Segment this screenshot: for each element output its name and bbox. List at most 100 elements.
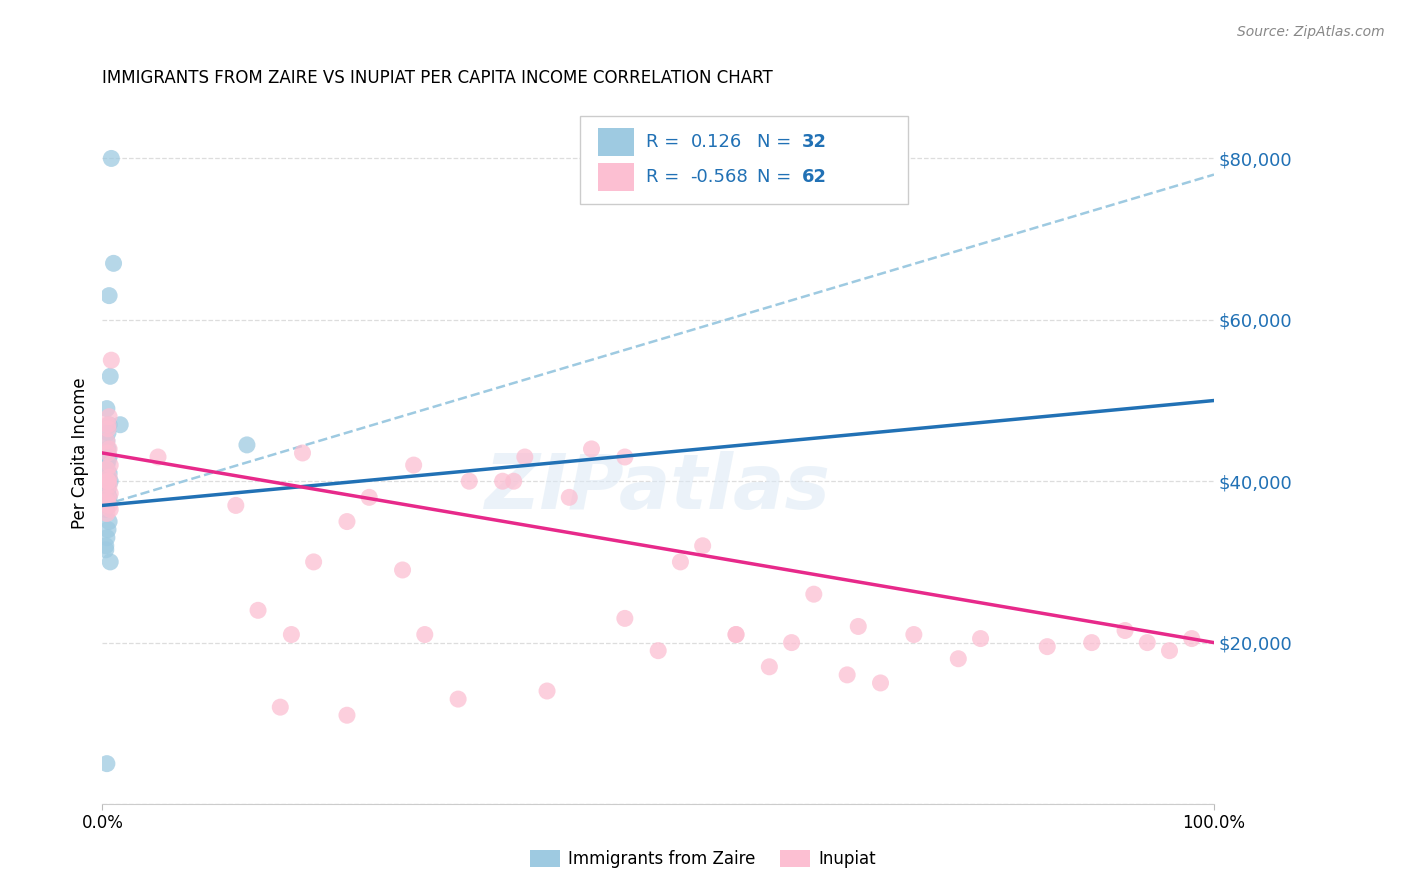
Point — [502, 474, 524, 488]
Point — [402, 458, 425, 472]
Point — [96, 756, 118, 771]
Text: ZIPatlas: ZIPatlas — [485, 451, 831, 525]
FancyBboxPatch shape — [581, 116, 908, 203]
Point — [97, 454, 120, 468]
Point — [558, 491, 581, 505]
Point — [291, 446, 314, 460]
Point — [94, 542, 117, 557]
Point — [1136, 635, 1159, 649]
Text: 32: 32 — [801, 133, 827, 151]
Point — [613, 611, 636, 625]
Point — [94, 539, 117, 553]
Point — [97, 494, 120, 508]
Point — [491, 474, 513, 488]
Point — [1181, 632, 1204, 646]
Point — [758, 660, 780, 674]
Point — [97, 483, 120, 497]
Point — [513, 450, 536, 464]
Legend: Immigrants from Zaire, Inupiat: Immigrants from Zaire, Inupiat — [523, 843, 883, 875]
Text: 62: 62 — [801, 168, 827, 186]
FancyBboxPatch shape — [598, 128, 634, 156]
Point — [447, 692, 470, 706]
Point — [869, 676, 891, 690]
Point — [94, 502, 117, 516]
Point — [98, 442, 121, 456]
Point — [846, 619, 869, 633]
Point — [1036, 640, 1059, 654]
Point — [98, 502, 121, 516]
Point — [103, 256, 125, 270]
Point — [97, 442, 120, 456]
Point — [413, 627, 436, 641]
Point — [97, 491, 120, 505]
Point — [97, 422, 120, 436]
Point — [97, 417, 120, 432]
Point — [146, 450, 169, 464]
Point — [96, 458, 118, 472]
Text: N =: N = — [756, 133, 792, 151]
Point — [302, 555, 325, 569]
Text: R =: R = — [645, 133, 679, 151]
Text: IMMIGRANTS FROM ZAIRE VS INUPIAT PER CAPITA INCOME CORRELATION CHART: IMMIGRANTS FROM ZAIRE VS INUPIAT PER CAP… — [103, 69, 773, 87]
Point — [225, 499, 247, 513]
Point — [98, 369, 121, 384]
Point — [110, 417, 132, 432]
Point — [98, 458, 121, 472]
Point — [98, 474, 121, 488]
Point — [96, 499, 118, 513]
Point — [97, 474, 120, 488]
Point — [1114, 624, 1136, 638]
Point — [247, 603, 270, 617]
Point — [236, 438, 259, 452]
Point — [98, 288, 121, 302]
Point — [98, 478, 121, 492]
Point — [98, 499, 121, 513]
Point — [336, 515, 359, 529]
Point — [336, 708, 359, 723]
Point — [724, 627, 747, 641]
Text: Source: ZipAtlas.com: Source: ZipAtlas.com — [1237, 25, 1385, 39]
Point — [780, 635, 803, 649]
Point — [97, 446, 120, 460]
Point — [96, 434, 118, 448]
Point — [581, 442, 603, 456]
Point — [837, 668, 859, 682]
Point — [98, 417, 121, 432]
Point — [96, 478, 118, 492]
FancyBboxPatch shape — [598, 163, 634, 191]
Text: R =: R = — [645, 168, 679, 186]
Point — [269, 700, 291, 714]
Point — [391, 563, 413, 577]
Point — [96, 531, 118, 545]
Point — [97, 474, 120, 488]
Point — [903, 627, 925, 641]
Point — [98, 470, 121, 484]
Point — [359, 491, 381, 505]
Point — [98, 555, 121, 569]
Point — [96, 462, 118, 476]
Point — [280, 627, 302, 641]
Point — [458, 474, 481, 488]
Point — [98, 491, 121, 505]
Point — [647, 643, 669, 657]
Y-axis label: Per Capita Income: Per Capita Income — [72, 377, 89, 529]
Point — [94, 486, 117, 500]
Point — [100, 353, 122, 368]
Point — [98, 466, 121, 480]
Point — [669, 555, 692, 569]
Point — [97, 425, 120, 440]
Point — [692, 539, 714, 553]
Point — [100, 152, 122, 166]
Point — [948, 651, 970, 665]
Point — [1159, 643, 1181, 657]
Point — [94, 462, 117, 476]
Point — [97, 470, 120, 484]
Point — [98, 450, 121, 464]
Point — [613, 450, 636, 464]
Point — [1080, 635, 1102, 649]
Point — [96, 507, 118, 521]
Point — [536, 684, 558, 698]
Text: -0.568: -0.568 — [690, 168, 748, 186]
Point — [98, 409, 121, 424]
Text: 0.126: 0.126 — [690, 133, 742, 151]
